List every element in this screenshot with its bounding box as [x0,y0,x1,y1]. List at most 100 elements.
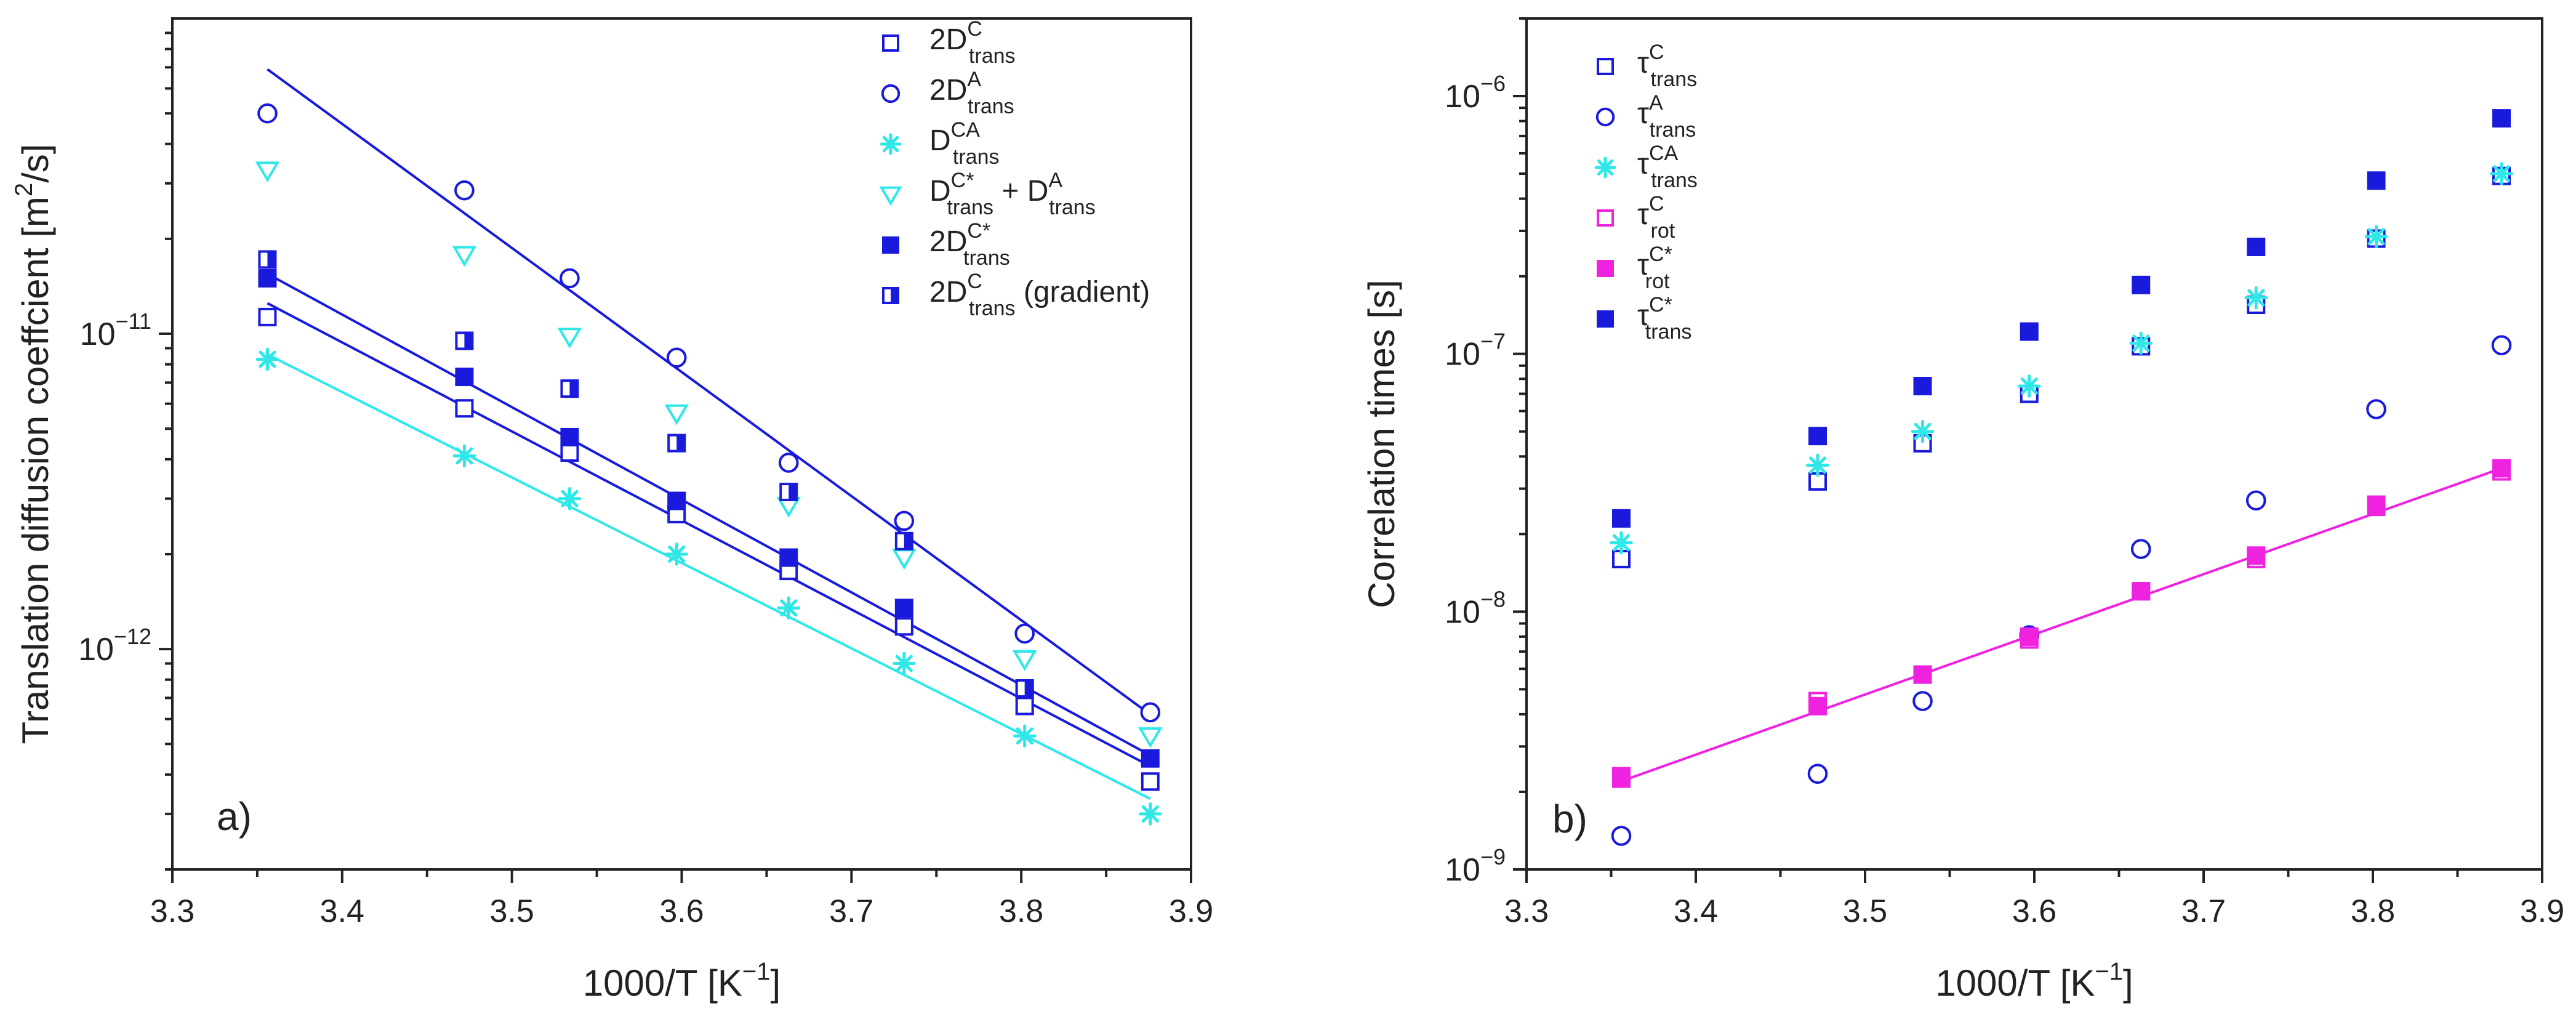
data-point [1014,623,1035,644]
series-1 [1611,335,2512,846]
y-tick-label: 10−9 [1445,844,1506,888]
data-point [666,347,687,368]
legend-marker [880,133,902,155]
data-point [894,599,913,618]
x-tick-label: 3.3 [150,893,195,929]
x-tick-label: 3.5 [1843,893,1887,929]
series-2 [1610,162,2513,555]
series-2 [255,347,1162,826]
data-point [560,443,579,462]
legend-marker [882,236,899,254]
fit-line [267,68,1151,716]
data-point [1139,802,1162,826]
legend-label: 2DA trans [929,68,1014,118]
data-point [455,368,474,387]
data-point [1612,769,1631,788]
legend-marker [1597,58,1614,75]
data-point [2366,399,2386,419]
data-point [1141,772,1160,791]
data-point [255,161,280,182]
data-point [1611,826,1632,846]
legend-marker [882,34,899,52]
data-point [2130,539,2151,559]
data-point [2364,225,2388,249]
chart-panel-b: 3.3 3.4 3.5 3.6 3.7 3.8 3.9 10−9 10−8 10−7 10−6 100… [1361,17,2564,1004]
y-tick-label: 10−7 [1445,329,1506,373]
x-tick-label: 3.4 [320,893,364,929]
data-point [1012,650,1037,671]
data-point [667,491,686,510]
series-1 [257,103,1161,723]
data-point [2367,171,2386,190]
data-point [1807,764,1828,784]
legend-label: 2DC* trans [929,219,1010,270]
data-point [560,268,580,289]
data-point [1913,665,1932,684]
data-point [1612,549,1631,568]
legend-marker [1597,260,1614,277]
series-5 [258,250,1034,698]
data-point [2020,627,2039,646]
y-tick-label: 10−12 [78,624,151,667]
data-point [2247,546,2266,565]
data-point [1141,749,1160,768]
legend-label: τCA trans [1637,142,1698,192]
panel-label: b) [1552,797,1587,841]
data-point [1808,696,1827,716]
legend-marker [1597,310,1614,328]
data-point [2244,286,2268,310]
legend-label: τC* rot [1637,243,1672,293]
x-tick-label: 3.9 [2520,893,2564,929]
y-axis-title: Correlation times [s] [1361,280,1402,608]
y-tick-label: 10−8 [1445,586,1506,630]
data-point [452,444,476,468]
data-point [893,651,916,675]
data-point [664,404,689,425]
data-point [2129,331,2153,355]
legend-label: 2DC trans [929,17,1016,68]
legend-label: τA trans [1637,91,1696,142]
data-point [1808,427,1827,446]
data-point [779,548,798,567]
legend-marker [881,84,901,103]
data-point [2490,162,2513,185]
legend-label: DCA trans [929,118,1000,169]
series-5 [1612,109,2511,528]
data-point [1612,509,1631,528]
x-axis-title: 1000/T [K−1] [1935,958,2133,1004]
data-point [455,331,474,350]
data-point [1610,531,1633,555]
data-point [665,542,688,566]
x-tick-label: 3.6 [2012,893,2056,929]
data-point [1806,453,1829,477]
data-point [255,347,279,371]
legend-marker [1597,209,1614,227]
legend-marker [1595,107,1615,127]
data-point [2245,490,2266,511]
x-tick-label: 3.8 [999,893,1043,929]
plot-frame [1525,17,2543,871]
data-point [778,453,799,473]
data-point [1912,691,1933,711]
data-point [2367,495,2386,514]
data-point [2247,237,2266,256]
legend-marker [1594,156,1616,179]
data-point [894,531,913,550]
data-point [1138,727,1163,748]
data-point [2020,322,2039,341]
legend-label: 2DC trans (gradient) [929,270,1150,320]
data-point [454,180,475,201]
fit-line [267,272,1151,757]
legend-label: τC rot [1637,192,1675,243]
fit-line [267,302,1151,768]
x-tick-label: 3.5 [490,893,534,929]
series-0 [258,307,1160,791]
data-point [2018,374,2041,398]
legend-label: τC trans [1637,41,1697,91]
data-point [894,617,913,636]
data-point [257,103,278,124]
data-point [1015,696,1034,716]
data-point [1913,376,1932,395]
x-tick-label: 3.7 [2181,893,2226,929]
